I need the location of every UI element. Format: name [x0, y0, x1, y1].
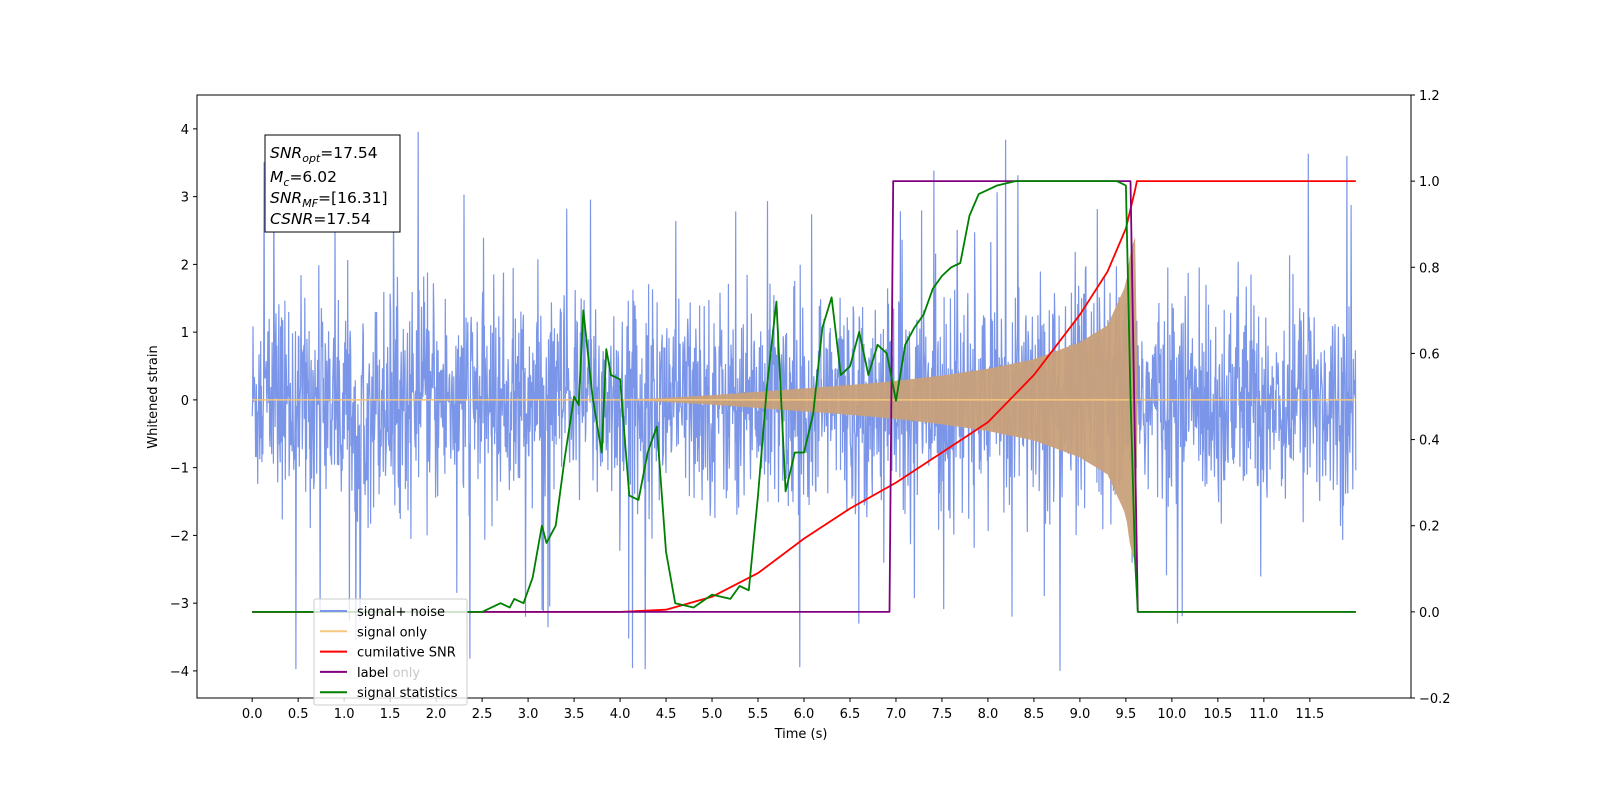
- info-chirp-mass: Mc=6.02: [270, 168, 337, 189]
- y-left-tick-label: 2: [181, 258, 189, 273]
- y-right-tick-label: 0.2: [1419, 520, 1440, 535]
- signal-plus-noise-line: [251, 131, 1357, 671]
- y-right-tick-label: 0.8: [1419, 261, 1440, 276]
- x-tick-label: 6.5: [840, 707, 861, 722]
- y-left-tick-label: 0: [181, 394, 189, 409]
- y-left-tick-label: 4: [181, 123, 189, 138]
- x-tick-label: 3.0: [518, 707, 539, 722]
- x-tick-label: 1.0: [334, 707, 355, 722]
- x-tick-label: 6.0: [794, 707, 815, 722]
- legend-label: signal only: [357, 625, 427, 640]
- x-axis-label: Time (s): [774, 727, 828, 742]
- series-line-signal-statistics: [252, 180, 1356, 613]
- y-right-tick-label: −0.2: [1419, 692, 1451, 707]
- info-box: SNRopt=17.54 Mc=6.02 SNRMF=[16.31] CSNR=…: [264, 134, 401, 233]
- y-left-tick-label: −3: [170, 597, 189, 612]
- y-right-tick-label: 0.4: [1419, 434, 1440, 449]
- x-tick-label: 11.0: [1249, 707, 1278, 722]
- series-signal-plus-noise: [251, 131, 1357, 671]
- x-tick-label: 1.5: [380, 707, 401, 722]
- info-snr-opt: SNRopt=17.54: [270, 144, 378, 165]
- x-tick-label: 8.0: [978, 707, 999, 722]
- x-tick-label: 4.5: [656, 707, 677, 722]
- legend-label: label: [357, 666, 388, 681]
- y-axis-right-ticks: −0.2 0.0 0.2 0.4 0.6 0.8 1.0 1.2: [1411, 89, 1451, 707]
- x-tick-label: 11.5: [1295, 707, 1324, 722]
- legend-hidden-text: label only: [357, 666, 420, 681]
- x-tick-label: 9.5: [1116, 707, 1137, 722]
- legend-label: signal statistics: [357, 686, 458, 701]
- legend-label: signal+ noise: [357, 605, 445, 620]
- y-left-tick-label: 3: [181, 191, 189, 206]
- x-tick-label: 0.0: [242, 707, 263, 722]
- y-left-tick-label: −1: [170, 462, 189, 477]
- x-tick-label: 7.0: [886, 707, 907, 722]
- x-tick-label: 5.5: [748, 707, 769, 722]
- x-tick-label: 4.0: [610, 707, 631, 722]
- info-snr-mf: SNRMF=[16.31]: [270, 189, 388, 210]
- series-signal-only: [252, 237, 1356, 563]
- x-tick-label: 0.5: [288, 707, 309, 722]
- y-left-tick-label: 1: [181, 326, 189, 341]
- x-tick-label: 5.0: [702, 707, 723, 722]
- x-tick-label: 7.5: [932, 707, 953, 722]
- x-tick-label: 9.0: [1070, 707, 1091, 722]
- x-tick-label: 10.5: [1203, 707, 1232, 722]
- x-tick-label: 8.5: [1024, 707, 1045, 722]
- y-axis-left-label: Whitened strain: [146, 345, 161, 448]
- legend: label only signal+ noise signal only cumil…: [313, 598, 468, 706]
- info-csnr: CSNR=17.54: [270, 210, 371, 228]
- x-tick-label: 2.5: [472, 707, 493, 722]
- y-left-tick-label: −2: [170, 529, 189, 544]
- y-right-tick-label: 1.0: [1419, 175, 1440, 190]
- y-right-tick-label: 0.0: [1419, 606, 1440, 621]
- x-tick-label: 2.0: [426, 707, 447, 722]
- x-tick-label: 3.5: [564, 707, 585, 722]
- series-lines: [252, 180, 1356, 613]
- legend-label: cumilative SNR: [357, 646, 456, 661]
- y-left-tick-label: −4: [170, 665, 189, 680]
- x-tick-label: 10.0: [1157, 707, 1186, 722]
- y-axis-left-ticks: −4 −3 −2 −1 0 1 2 3 4: [170, 123, 197, 680]
- x-axis-ticks: 0.0 0.5 1.0 1.5 2.0 2.5 3.0 3.5 4.0 4.5 5.0 5.5 6.0 6…: [242, 698, 1324, 722]
- y-right-tick-label: 1.2: [1419, 89, 1440, 104]
- y-right-tick-label: 0.6: [1419, 347, 1440, 362]
